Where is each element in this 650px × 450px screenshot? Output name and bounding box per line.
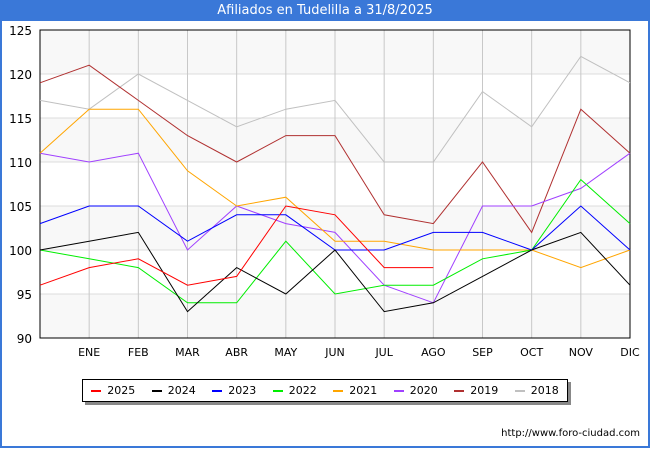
legend-swatch [333, 389, 344, 392]
legend-item-2018: 2018 [514, 384, 559, 397]
x-tick-label: MAY [274, 346, 297, 359]
series-line-2025 [39, 205, 434, 286]
y-tick-label: 120 [9, 68, 32, 82]
legend-label: 2024 [167, 384, 196, 397]
x-tick-label: JUN [324, 346, 345, 359]
series-line-2020 [39, 152, 631, 304]
legend-swatch [454, 389, 465, 392]
legend-item-2020: 2020 [393, 384, 438, 397]
x-tick-label: OCT [520, 346, 543, 359]
series-line-2018 [39, 55, 631, 163]
legend-label: 2023 [228, 384, 257, 397]
legend-swatch [514, 389, 525, 392]
legend-label: 2019 [470, 384, 499, 397]
x-tick-label: NOV [569, 346, 594, 359]
x-tick-label: AGO [421, 346, 446, 359]
y-tick-label: 125 [9, 24, 32, 38]
y-tick-label: 100 [9, 244, 32, 258]
legend-item-2021: 2021 [333, 384, 377, 397]
legend-label: 2022 [288, 384, 317, 397]
x-tick-label: JUL [374, 346, 393, 359]
legend-swatch [272, 389, 283, 392]
legend-swatch [91, 389, 102, 392]
x-tick-label: ENE [78, 346, 100, 359]
y-tick-label: 110 [9, 156, 32, 170]
legend-swatch [393, 389, 404, 392]
y-tick-label: 95 [17, 288, 32, 302]
legend-item-2022: 2022 [272, 384, 317, 397]
series-line-2019 [39, 64, 631, 234]
legend-swatch [212, 389, 223, 392]
y-tick-label: 90 [17, 332, 32, 346]
legend-swatch [151, 389, 162, 392]
series-line-2024 [39, 231, 631, 313]
x-tick-label: SEP [472, 346, 493, 359]
legend-item-2019: 2019 [454, 384, 498, 397]
x-tick-label: MAR [175, 346, 200, 359]
legend-label: 2020 [409, 384, 438, 397]
chart-title: Afiliados en Tudelilla a 31/8/2025 [0, 0, 650, 21]
source-url: http://www.foro-ciudad.com [501, 428, 640, 439]
x-tick-label: DIC [620, 346, 640, 359]
legend-item-2023: 2023 [212, 384, 256, 397]
legend: 2025 2024 2023 2022 2021 2020 2019 2018 [82, 379, 568, 402]
plot-border [39, 29, 631, 339]
legend-item-2025: 2025 [91, 384, 135, 397]
legend-label: 2018 [530, 384, 559, 397]
legend-item-2024: 2024 [151, 384, 196, 397]
legend-label: 2021 [349, 384, 378, 397]
y-tick-label: 115 [9, 112, 32, 126]
x-tick-label: ABR [225, 346, 248, 359]
legend-label: 2025 [107, 384, 136, 397]
x-tick-label: FEB [128, 346, 149, 359]
y-tick-label: 105 [9, 200, 32, 214]
